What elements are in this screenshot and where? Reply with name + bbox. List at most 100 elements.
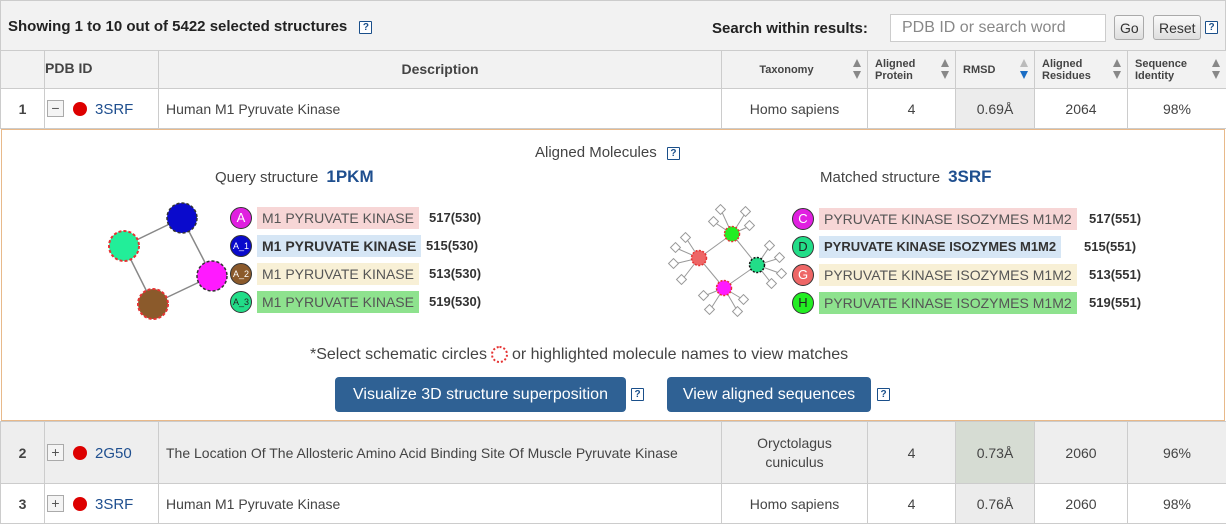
molecule-node-a2[interactable]	[137, 288, 169, 320]
sequence-identity-cell: 98%	[1127, 88, 1226, 129]
header-pdb-id[interactable]: PDB ID	[44, 50, 159, 89]
molecule-name[interactable]: M1 PYRUVATE KINASE	[257, 291, 419, 313]
search-input[interactable]	[890, 14, 1106, 42]
matched-schematic[interactable]	[666, 200, 791, 322]
header-index	[0, 50, 45, 89]
collapse-toggle-icon[interactable]: −	[47, 100, 64, 118]
molecule-badge: D	[792, 236, 814, 258]
molecule-name[interactable]: PYRUVATE KINASE ISOZYMES M1M2	[819, 208, 1077, 230]
go-button[interactable]: Go	[1114, 15, 1144, 40]
molecule-count: 515(530)	[426, 238, 479, 253]
selection-hint: *Select schematic circles or highlighted …	[310, 346, 848, 364]
table-header-row: PDB ID Description Taxonomy Aligned Prot…	[0, 50, 1226, 89]
matched-structure-id[interactable]: 3SRF	[948, 167, 992, 186]
sort-icon[interactable]	[853, 59, 862, 81]
sequence-identity-cell: 98%	[1127, 483, 1226, 524]
help-icon[interactable]: ?	[359, 20, 373, 34]
molecule-name[interactable]: PYRUVATE KINASE ISOZYMES M1M2	[819, 292, 1077, 314]
hint-prefix: *Select schematic circles	[310, 346, 487, 363]
molecule-count: 519(551)	[1089, 295, 1142, 310]
aligned-molecules-label: Aligned Molecules	[535, 144, 657, 161]
aligned-protein-cell: 4	[867, 421, 956, 484]
molecule-badge: A_1	[230, 235, 252, 257]
aligned-molecules-title: Aligned Molecules ?	[535, 144, 680, 161]
molecule-node-g[interactable]	[690, 249, 708, 267]
header-rmsd[interactable]: RMSD	[955, 50, 1035, 89]
pdb-id-link[interactable]: 2G50	[95, 444, 132, 462]
help-icon[interactable]: ?	[666, 146, 680, 160]
table-row[interactable]: 1 − 3SRF Human M1 Pyruvate Kinase Homo sa…	[0, 88, 1226, 129]
help-icon[interactable]: ?	[1205, 21, 1218, 34]
aligned-residues-cell: 2064	[1034, 88, 1128, 129]
molecule-name[interactable]: M1 PYRUVATE KINASE	[257, 263, 419, 285]
molecule-node-h[interactable]	[748, 256, 766, 274]
molecule-count: 519(530)	[429, 294, 482, 309]
header-aligned-protein[interactable]: Aligned Protein	[867, 50, 956, 89]
aligned-protein-cell: 4	[867, 88, 956, 129]
status-dot-icon	[73, 496, 87, 511]
pdb-cell: +3SRF	[44, 483, 159, 524]
description-cell: Human M1 Pyruvate Kinase	[158, 88, 722, 129]
header-aligned-residues[interactable]: Aligned Residues	[1034, 50, 1128, 89]
pdb-id-link[interactable]: 3SRF	[95, 100, 134, 118]
expand-toggle-icon[interactable]: +	[47, 495, 64, 513]
aligned-residues-cell: 2060	[1034, 421, 1128, 484]
header-taxonomy[interactable]: Taxonomy	[721, 50, 868, 89]
header-rmsd-label: RMSD	[963, 63, 996, 76]
query-schematic[interactable]	[102, 196, 232, 326]
molecule-node-a3[interactable]	[108, 230, 140, 262]
molecule-badge: A_3	[230, 291, 252, 313]
aligned-residues-cell: 2060	[1034, 483, 1128, 524]
pdb-id-link[interactable]: 3SRF	[95, 495, 134, 513]
sort-desc-icon[interactable]	[1020, 59, 1029, 81]
molecule-count: 513(530)	[429, 266, 482, 281]
description-cell: Human M1 Pyruvate Kinase	[158, 483, 722, 524]
taxonomy-cell: Homo sapiens	[721, 483, 868, 524]
molecule-badge: A	[230, 207, 252, 229]
header-aligned-protein-label: Aligned Protein	[875, 57, 916, 82]
reset-button[interactable]: Reset	[1153, 15, 1201, 40]
molecule-badge: A_2	[230, 263, 252, 285]
molecule-name[interactable]: PYRUVATE KINASE ISOZYMES M1M2	[819, 236, 1062, 258]
molecule-node-c[interactable]	[715, 279, 733, 297]
header-description[interactable]: Description	[158, 50, 722, 89]
query-structure-id[interactable]: 1PKM	[326, 167, 374, 186]
header-sequence-identity[interactable]: Sequence Identity	[1127, 50, 1226, 89]
molecule-name[interactable]: M1 PYRUVATE KINASE	[257, 207, 419, 229]
query-structure-heading: Query structure 1PKM	[215, 167, 374, 187]
molecule-node-a[interactable]	[196, 260, 228, 292]
expand-toggle-icon[interactable]: +	[47, 444, 64, 462]
header-sequence-identity-label: Sequence Identity	[1135, 57, 1187, 82]
header-aligned-residues-label: Aligned Residues	[1042, 57, 1091, 82]
molecule-count: 517(551)	[1089, 211, 1142, 226]
hint-suffix: or highlighted molecule names to view ma…	[511, 346, 849, 363]
help-icon[interactable]: ?	[631, 388, 644, 401]
row-number: 2	[0, 421, 45, 484]
dotted-circle-icon	[490, 346, 508, 364]
molecule-node-d[interactable]	[723, 225, 741, 243]
view-aligned-sequences-button[interactable]: View aligned sequences	[667, 377, 871, 412]
sequence-identity-cell: 96%	[1127, 421, 1226, 484]
rmsd-cell: 0.69Å	[955, 88, 1035, 129]
header-description-label: Description	[401, 60, 479, 77]
molecule-count: 517(530)	[429, 210, 482, 225]
molecule-name[interactable]: PYRUVATE KINASE ISOZYMES M1M2	[819, 264, 1077, 286]
molecule-node-a1[interactable]	[166, 202, 198, 234]
visualize-superposition-button[interactable]: Visualize 3D structure superposition	[335, 377, 626, 412]
matched-structure-heading: Matched structure 3SRF	[820, 167, 992, 187]
table-row[interactable]: 3 +3SRF Human M1 Pyruvate Kinase Homo sa…	[0, 483, 1226, 524]
status-dot-icon	[73, 445, 87, 460]
query-structure-label: Query structure	[215, 169, 319, 186]
header-taxonomy-label: Taxonomy	[759, 63, 814, 76]
table-row[interactable]: 2 +2G50 The Location Of The Allosteric A…	[0, 421, 1226, 484]
aligned-protein-cell: 4	[867, 483, 956, 524]
sort-icon[interactable]	[1212, 59, 1221, 81]
help-icon[interactable]: ?	[877, 388, 890, 401]
sort-icon[interactable]	[941, 59, 950, 81]
search-label: Search within results:	[712, 20, 868, 37]
results-summary: Showing 1 to 10 out of 5422 selected str…	[8, 18, 373, 35]
molecule-badge: C	[792, 208, 814, 230]
molecule-name[interactable]: M1 PYRUVATE KINASE	[257, 235, 422, 257]
sort-icon[interactable]	[1113, 59, 1122, 81]
pdb-cell: +2G50	[44, 421, 159, 484]
